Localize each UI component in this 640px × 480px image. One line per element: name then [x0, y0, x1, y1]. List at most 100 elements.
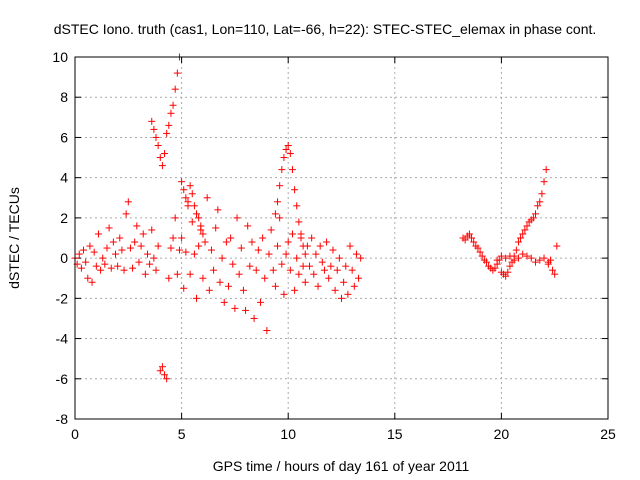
- data-point: [203, 194, 211, 202]
- data-point: [261, 274, 269, 282]
- data-point: [114, 262, 122, 270]
- data-point: [139, 230, 147, 238]
- y-axis-label: dSTEC / TECUs: [6, 187, 22, 289]
- y-tick-label: -6: [56, 371, 69, 387]
- data-point: [214, 206, 222, 214]
- data-point: [171, 214, 179, 222]
- data-point: [310, 270, 318, 278]
- data-point: [237, 244, 245, 252]
- data-points: [71, 53, 561, 383]
- data-point: [248, 238, 256, 246]
- data-point: [276, 214, 284, 222]
- data-point: [293, 202, 301, 210]
- data-point: [282, 146, 290, 154]
- data-point: [178, 234, 186, 242]
- data-point: [553, 242, 561, 250]
- data-point: [288, 230, 296, 238]
- y-tick-label: 0: [60, 250, 68, 266]
- data-point: [137, 242, 145, 250]
- data-point: [197, 222, 205, 230]
- data-point: [154, 242, 162, 250]
- data-point: [301, 250, 309, 258]
- y-tick-label: -8: [56, 411, 69, 427]
- data-point: [161, 371, 169, 379]
- data-point: [271, 210, 279, 218]
- data-point: [171, 85, 179, 93]
- data-point: [80, 246, 88, 254]
- x-axis-label: GPS time / hours of day 161 of year 2011: [213, 458, 470, 474]
- data-point: [252, 266, 260, 274]
- data-point: [182, 248, 190, 256]
- data-point: [474, 244, 482, 252]
- data-point: [502, 272, 510, 280]
- data-point: [297, 230, 305, 238]
- data-point: [274, 242, 282, 250]
- data-point: [510, 256, 518, 264]
- data-point: [239, 286, 247, 294]
- data-point: [227, 234, 235, 242]
- data-point: [182, 194, 190, 202]
- data-point: [348, 266, 356, 274]
- data-point: [333, 266, 341, 274]
- data-point: [222, 238, 230, 246]
- data-point: [167, 244, 175, 252]
- data-point: [323, 238, 331, 246]
- data-point: [514, 254, 522, 262]
- data-point: [193, 294, 201, 302]
- data-point: [220, 298, 228, 306]
- data-point: [540, 178, 548, 186]
- data-point: [340, 278, 348, 286]
- data-point: [291, 286, 299, 294]
- data-point: [88, 278, 96, 286]
- data-point: [193, 210, 201, 218]
- data-point: [150, 125, 158, 133]
- data-point: [470, 238, 478, 246]
- data-point: [286, 150, 294, 158]
- data-point: [216, 278, 224, 286]
- data-point: [478, 252, 486, 260]
- data-point: [529, 214, 537, 222]
- data-point: [188, 190, 196, 198]
- data-point: [318, 258, 326, 266]
- data-point: [173, 69, 181, 77]
- data-point: [280, 154, 288, 162]
- x-tick-label: 10: [280, 426, 296, 442]
- data-point: [288, 166, 296, 174]
- data-point: [512, 246, 520, 254]
- data-point: [269, 266, 277, 274]
- data-point: [338, 294, 345, 302]
- data-point: [180, 284, 188, 292]
- y-tick-label: 6: [60, 129, 68, 145]
- data-point: [299, 262, 307, 270]
- data-point: [267, 226, 275, 234]
- data-point: [335, 254, 343, 262]
- data-point: [519, 250, 527, 258]
- data-point: [163, 375, 171, 383]
- data-point: [186, 270, 194, 278]
- data-point: [167, 109, 175, 117]
- data-point: [199, 274, 207, 282]
- data-point: [544, 258, 552, 266]
- data-point: [316, 242, 324, 250]
- data-point: [342, 262, 350, 270]
- data-point: [188, 218, 196, 226]
- data-point: [482, 258, 490, 266]
- data-point: [212, 224, 220, 232]
- grid: [75, 57, 608, 419]
- data-point: [301, 278, 309, 286]
- y-tick-label: -2: [56, 290, 69, 306]
- data-point: [504, 268, 512, 276]
- data-point: [523, 222, 531, 230]
- y-tick-label: 8: [60, 89, 68, 105]
- data-point: [265, 250, 273, 258]
- data-point: [312, 250, 320, 258]
- data-point: [284, 141, 292, 149]
- data-point: [250, 314, 258, 322]
- plot-frame: [74, 56, 609, 420]
- data-point: [173, 270, 181, 278]
- data-point: [254, 246, 262, 254]
- x-axis-ticks: 0 5 10 15 20 25: [71, 57, 616, 442]
- y-tick-label: -4: [56, 331, 69, 347]
- data-point: [278, 260, 286, 268]
- data-point: [493, 256, 501, 264]
